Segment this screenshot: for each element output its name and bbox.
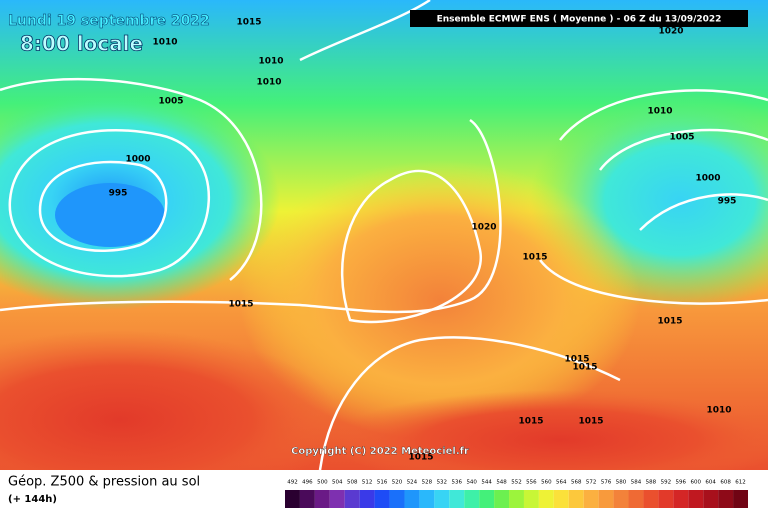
color-swatch [285,490,300,508]
level-label: 524 [407,480,418,486]
legend-title: Géop. Z500 & pression au sol [8,475,200,490]
color-swatch [733,490,748,508]
isobar-label: 1015 [228,300,253,310]
level-label: 576 [601,480,612,486]
level-label: 508 [347,480,358,486]
isobar-labels: 1015101010101010100510009951015102010151… [109,18,737,463]
isobar-label: 1015 [236,18,261,28]
color-swatch [658,490,674,508]
level-label: 540 [466,480,477,486]
isobar-label: 1015 [572,363,597,373]
isobar-label: 1020 [471,223,496,233]
isobar-label: 1010 [706,406,731,416]
level-label: 592 [661,480,672,486]
level-label: 584 [631,480,642,486]
run-info: Ensemble ECMWF ENS ( Moyenne ) - 06 Z du… [437,15,722,25]
level-label: 580 [616,480,627,486]
color-swatch [374,490,390,508]
copyright: Copyright (C) 2022 Meteociel.fr [291,446,469,457]
level-label: 600 [690,480,701,486]
isobar-label: 1000 [125,155,150,165]
colorbar: 492 496 500 504 508 512 516 520 524 528 532 536 540 5… [285,480,748,508]
level-label: 528 [422,480,433,486]
color-swatch [583,490,599,508]
isobar-label: 1015 [408,453,433,463]
isobar-label: 1015 [522,253,547,263]
color-swatch [329,490,345,508]
level-label: 612 [735,480,746,486]
color-swatch [479,490,495,508]
time-title: 8:00 locale [20,32,143,56]
color-swatch [718,490,734,508]
color-swatch [688,490,704,508]
level-label: 520 [392,480,403,486]
isobar-label: 995 [109,189,128,199]
color-swatch [404,490,420,508]
level-label: 548 [496,480,507,486]
isobar-lines [0,0,768,470]
color-swatch [703,490,719,508]
level-label: 516 [377,480,388,486]
isobar-label: 1010 [256,78,281,88]
color-swatch [613,490,629,508]
color-swatch [553,490,569,508]
isobar-label: 1015 [564,355,589,365]
color-swatch [419,490,435,508]
level-label: 532 [437,480,448,486]
color-swatch [673,490,689,508]
isobar-label: 1015 [657,317,682,327]
run-box [410,10,748,27]
level-label: 556 [526,480,537,486]
date-title: Lundi 19 septembre 2022 [8,13,210,29]
level-label: 492 [287,480,298,486]
isobar-label: 1010 [152,38,177,48]
color-swatch [299,490,315,508]
level-label: 568 [571,480,582,486]
level-label: 512 [362,480,373,486]
level-label: 564 [556,480,567,486]
color-swatch [523,490,539,508]
level-label: 596 [676,480,687,486]
level-label: 536 [452,480,463,486]
color-swatch [359,490,375,508]
level-label: 604 [705,480,716,486]
level-label: 572 [586,480,597,486]
color-swatch [628,490,644,508]
color-swatch [568,490,584,508]
isobar-label: 1015 [518,417,543,427]
level-label: 552 [511,480,522,486]
level-label: 500 [317,480,328,486]
legend-subtitle: (+ 144h) [8,494,57,505]
level-label: 544 [481,480,492,486]
isobar-label: 1005 [158,97,183,107]
isobar-label: 1015 [578,417,603,427]
color-swatch [449,490,465,508]
isobar-label: 1010 [258,57,283,67]
color-swatch [314,490,330,508]
color-swatch [389,490,405,508]
isobar-label: 995 [718,197,737,207]
isobar-label: 1010 [647,107,672,117]
color-swatch [344,490,360,508]
color-swatch [509,490,524,508]
color-swatch [538,490,554,508]
color-swatch [598,490,614,508]
level-label: 608 [720,480,731,486]
level-label: 588 [646,480,657,486]
isobar-label: 1020 [658,27,683,37]
color-swatch [464,490,480,508]
color-swatch [494,490,510,508]
color-swatch [434,490,450,508]
isobar-label: 1005 [669,133,694,143]
level-label: 496 [302,480,313,486]
level-label: 560 [541,480,552,486]
level-label: 504 [332,480,343,486]
color-swatch [643,490,659,508]
isobar-label: 1000 [695,174,720,184]
